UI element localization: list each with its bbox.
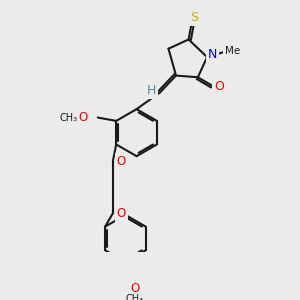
Text: O: O — [117, 155, 126, 168]
Text: O: O — [117, 207, 126, 220]
Text: O: O — [214, 80, 224, 93]
Text: H: H — [147, 84, 156, 97]
Text: Me: Me — [225, 46, 240, 56]
Text: O: O — [78, 111, 87, 124]
Text: CH₃: CH₃ — [126, 294, 144, 300]
Text: O: O — [130, 282, 139, 295]
Text: S: S — [190, 11, 198, 24]
Text: CH₃: CH₃ — [59, 112, 77, 122]
Text: N: N — [207, 48, 217, 61]
